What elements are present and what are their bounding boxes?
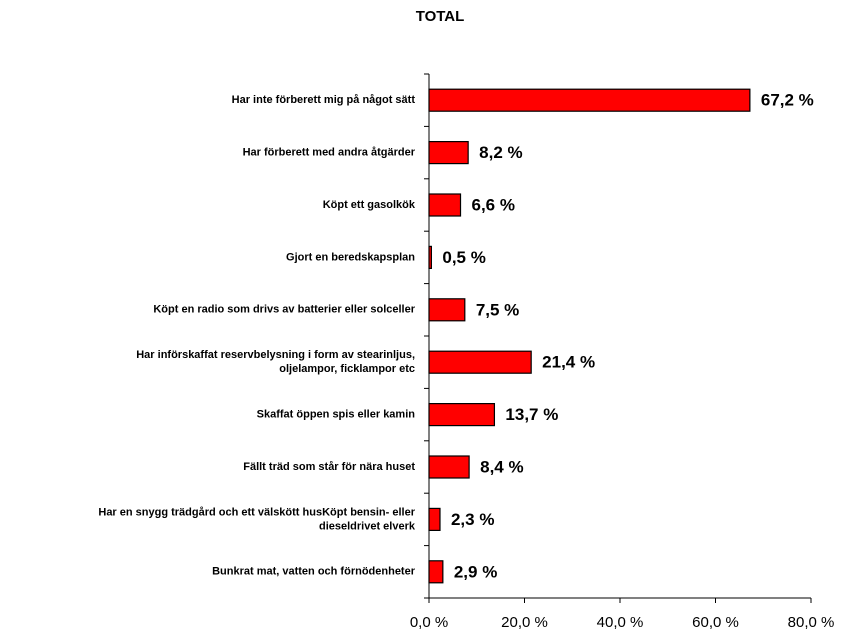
bar xyxy=(428,350,532,374)
bar xyxy=(428,455,470,479)
value-label: 0,5 % xyxy=(442,248,485,267)
category-label: Har en snygg trädgård och ett välskött h… xyxy=(98,506,415,532)
value-label: 7,5 % xyxy=(476,300,519,319)
category-label: Köpt ett gasolkök xyxy=(323,199,416,211)
bar xyxy=(428,403,496,427)
category-label: Fällt träd som står för nära huset xyxy=(243,461,415,473)
category-label: Har förberett med andra åtgärder xyxy=(243,147,416,159)
bar xyxy=(428,298,466,322)
x-tick-label: 0,0 % xyxy=(410,614,448,631)
value-label: 2,3 % xyxy=(451,510,494,529)
value-label: 8,4 % xyxy=(480,457,523,476)
bar xyxy=(428,560,444,584)
chart-title: TOTAL xyxy=(416,8,465,25)
value-label: 67,2 % xyxy=(761,91,814,110)
bar xyxy=(428,88,751,112)
category-label: Har inte förberett mig på något sätt xyxy=(232,94,416,106)
bar xyxy=(428,507,441,531)
category-label: Köpt en radio som drivs av batterier ell… xyxy=(153,304,415,316)
bar xyxy=(428,245,432,269)
category-label: Bunkrat mat, vatten och förnödenheter xyxy=(212,566,416,578)
value-label: 6,6 % xyxy=(472,195,515,214)
category-label: Gjort en beredskapsplan xyxy=(286,251,415,263)
category-label: Har införskaffat reservbelysning i form … xyxy=(136,349,415,375)
value-label: 13,7 % xyxy=(505,405,558,424)
bar xyxy=(428,193,462,217)
x-tick-label: 80,0 % xyxy=(788,614,835,631)
x-tick-label: 20,0 % xyxy=(501,614,548,631)
bar xyxy=(428,141,469,165)
x-tick-label: 60,0 % xyxy=(692,614,739,631)
x-tick-label: 40,0 % xyxy=(597,614,644,631)
value-label: 21,4 % xyxy=(542,353,595,372)
category-label: Skaffat öppen spis eller kamin xyxy=(257,409,416,421)
value-label: 8,2 % xyxy=(479,143,522,162)
value-label: 2,9 % xyxy=(454,562,497,581)
